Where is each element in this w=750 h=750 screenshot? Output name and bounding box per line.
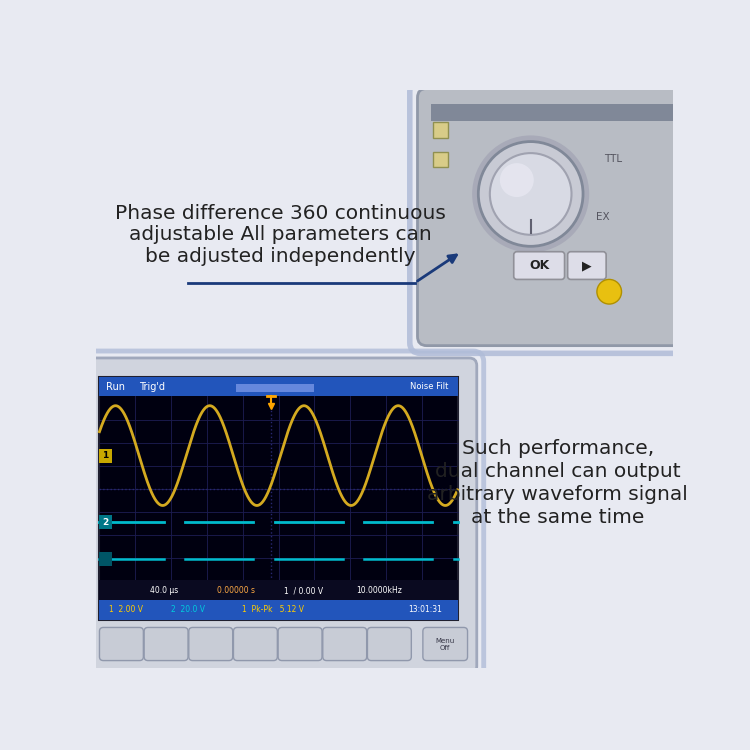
- Bar: [100, 552, 112, 566]
- Circle shape: [597, 280, 622, 304]
- Bar: [430, 104, 692, 121]
- FancyBboxPatch shape: [322, 628, 367, 661]
- Circle shape: [500, 164, 534, 197]
- Text: ▶: ▶: [582, 259, 592, 272]
- Text: 1: 1: [103, 451, 109, 460]
- FancyBboxPatch shape: [100, 628, 143, 661]
- FancyBboxPatch shape: [189, 628, 232, 661]
- Text: 1  / 0.00 V: 1 / 0.00 V: [284, 586, 323, 595]
- Bar: [100, 448, 112, 463]
- FancyBboxPatch shape: [233, 628, 278, 661]
- Text: Trig'd: Trig'd: [140, 382, 166, 392]
- Text: arbitrary waveform signal: arbitrary waveform signal: [427, 484, 688, 504]
- FancyBboxPatch shape: [76, 358, 477, 674]
- Text: 40.0 μs: 40.0 μs: [150, 586, 178, 595]
- FancyBboxPatch shape: [514, 252, 565, 280]
- FancyBboxPatch shape: [568, 252, 606, 280]
- Text: at the same time: at the same time: [471, 508, 644, 526]
- Bar: [433, 122, 448, 138]
- FancyBboxPatch shape: [144, 628, 188, 661]
- Text: Noise Filt: Noise Filt: [410, 382, 448, 392]
- Text: Run: Run: [106, 382, 124, 392]
- Text: Menu
Off: Menu Off: [436, 638, 454, 650]
- Bar: [100, 377, 458, 620]
- Text: OK: OK: [529, 259, 549, 272]
- Text: 2  20.0 V: 2 20.0 V: [171, 605, 205, 614]
- FancyBboxPatch shape: [368, 628, 411, 661]
- Bar: [433, 152, 448, 167]
- Circle shape: [478, 142, 583, 246]
- Text: adjustable All parameters can: adjustable All parameters can: [129, 225, 432, 245]
- Bar: [100, 377, 458, 397]
- Text: 2: 2: [103, 518, 109, 526]
- Text: 10.0000kHz: 10.0000kHz: [356, 586, 402, 595]
- FancyBboxPatch shape: [278, 628, 322, 661]
- Circle shape: [472, 136, 590, 253]
- Bar: [100, 600, 458, 619]
- Bar: [100, 515, 112, 529]
- Text: 13:01:31: 13:01:31: [408, 605, 442, 614]
- Text: be adjusted independently: be adjusted independently: [146, 247, 416, 266]
- FancyBboxPatch shape: [423, 628, 467, 661]
- Circle shape: [490, 153, 572, 235]
- Bar: [100, 580, 458, 601]
- Text: 1  2.00 V: 1 2.00 V: [110, 605, 143, 614]
- Text: Such performance,: Such performance,: [461, 439, 654, 458]
- Bar: [236, 384, 314, 392]
- Text: dual channel can output: dual channel can output: [435, 462, 680, 481]
- Text: 1  Pk-Pk   5.12 V: 1 Pk-Pk 5.12 V: [242, 605, 304, 614]
- Text: Phase difference 360 continuous: Phase difference 360 continuous: [115, 204, 445, 223]
- Text: TTL: TTL: [604, 154, 622, 164]
- Text: 0.00000 s: 0.00000 s: [217, 586, 254, 595]
- FancyBboxPatch shape: [418, 88, 706, 346]
- Text: EX: EX: [596, 212, 610, 222]
